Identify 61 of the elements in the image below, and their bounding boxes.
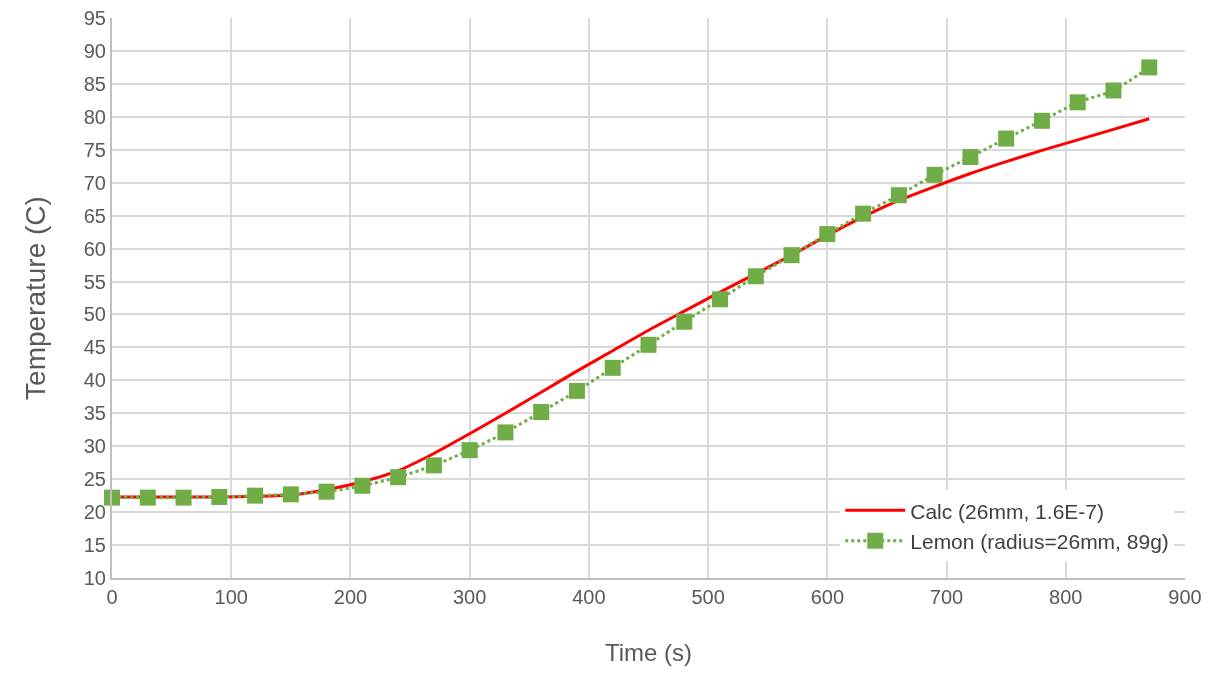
point	[926, 166, 943, 183]
x-tick-label: 900	[1168, 586, 1202, 608]
y-tick-label: 25	[83, 468, 106, 491]
y-tick-label: 75	[83, 138, 106, 161]
point	[211, 488, 228, 505]
x-axis-title: Time (s)	[604, 639, 693, 666]
y-tick-label: 90	[83, 39, 106, 62]
point	[819, 226, 836, 243]
y-tick-label: 60	[83, 237, 106, 260]
x-tick-label: 0	[106, 586, 118, 608]
point	[1105, 82, 1122, 99]
point	[461, 442, 478, 459]
point	[1033, 112, 1050, 129]
y-axis-title: Temperature (C)	[20, 196, 51, 400]
point	[998, 130, 1015, 147]
y-tick-label: 95	[83, 7, 106, 29]
point	[497, 424, 514, 441]
x-tick-label: 400	[572, 586, 606, 608]
y-tick-label: 40	[83, 369, 106, 392]
y-tick-label: 30	[83, 435, 106, 458]
x-tick-label: 100	[214, 586, 248, 608]
point	[533, 403, 550, 420]
point	[139, 489, 156, 506]
point	[890, 187, 907, 204]
point	[318, 483, 335, 500]
point	[175, 489, 192, 506]
y-tick-label: 10	[83, 567, 106, 589]
point	[568, 382, 585, 399]
legend-label: Lemon (radius=26mm, 89g)	[910, 529, 1169, 553]
y-tick-label: 45	[83, 336, 106, 359]
point	[1141, 59, 1158, 76]
x-tick-label: 700	[929, 586, 964, 608]
point	[282, 486, 299, 503]
y-tick-label: 85	[83, 72, 106, 95]
x-tick-label: 800	[1049, 586, 1083, 608]
point	[676, 313, 693, 330]
y-tick-label: 65	[83, 204, 106, 227]
point	[425, 457, 442, 474]
point	[747, 268, 764, 285]
y-tick-label: 70	[83, 171, 106, 194]
point	[247, 487, 264, 504]
point	[1069, 94, 1086, 111]
point	[855, 205, 872, 222]
legend-label: Calc (26mm, 1.6E-7)	[910, 499, 1104, 523]
y-tick-label: 15	[83, 534, 106, 557]
x-tick-label: 600	[810, 586, 845, 608]
point	[390, 469, 407, 486]
point	[640, 336, 657, 353]
y-tick-label: 80	[83, 105, 106, 128]
point	[962, 149, 979, 166]
y-tick-label: 35	[83, 402, 106, 425]
y-tick-label: 50	[83, 303, 106, 326]
point	[604, 359, 621, 376]
x-tick-label: 500	[691, 586, 725, 608]
y-tick-label: 20	[83, 501, 106, 524]
y-tick-label: 55	[83, 270, 106, 293]
point	[712, 291, 729, 308]
x-tick-label: 300	[452, 586, 487, 608]
point	[354, 477, 371, 494]
point	[783, 247, 800, 264]
x-tick-label: 200	[333, 586, 368, 608]
